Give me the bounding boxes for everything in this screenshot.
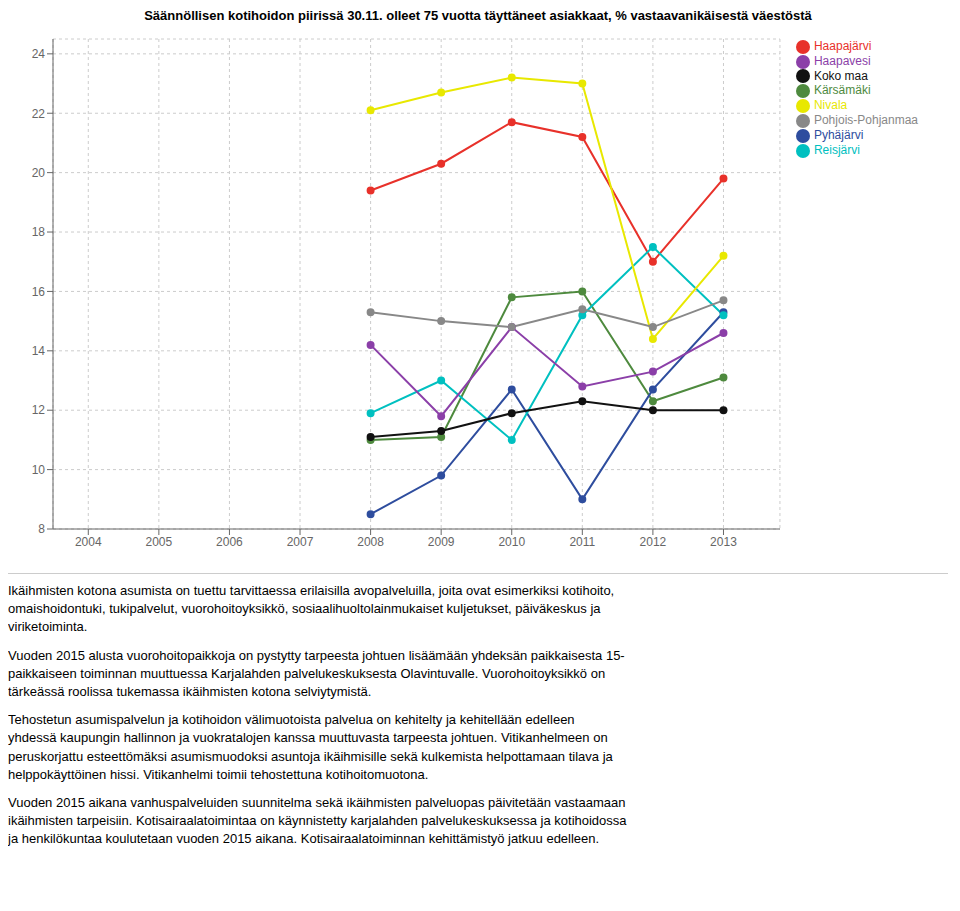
svg-text:2011: 2011 — [569, 535, 595, 549]
svg-text:20: 20 — [32, 166, 46, 180]
html-text:Kärsämäki: Kärsämäki — [813, 83, 871, 98]
svg-text:2009: 2009 — [428, 535, 455, 549]
html-text:Säännöllisen kotihoidon piiris: Säännöllisen kotihoidon piirissä 30.11. … — [144, 8, 812, 23]
svg-text:2004: 2004 — [75, 535, 102, 549]
svg-text:2012: 2012 — [640, 535, 667, 549]
html-text:Koko maa: Koko maa — [813, 68, 868, 83]
svg-text:10: 10 — [32, 463, 46, 477]
html-text:Vuoden 2015 alusta vuorohoitop: Vuoden 2015 alusta vuorohoitopaikkoja on… — [8, 647, 625, 699]
svg-text:2013: 2013 — [710, 535, 737, 549]
html-text:Tehostetun asumispalvelun ja k: Tehostetun asumispalvelun ja kotihoidon … — [8, 712, 613, 782]
html-text:Reisjärvi: Reisjärvi — [813, 142, 860, 157]
svg-text:24: 24 — [32, 47, 46, 61]
svg-text:2010: 2010 — [498, 535, 525, 549]
svg-text:14: 14 — [32, 344, 46, 358]
html-text:Haapajärvi: Haapajärvi — [813, 39, 872, 53]
html-text:Nivala: Nivala — [813, 98, 848, 113]
svg-text:2007: 2007 — [287, 535, 314, 549]
html-text:Pyhäjärvi: Pyhäjärvi — [813, 128, 864, 142]
html-text:Haapavesi: Haapavesi — [813, 53, 871, 68]
svg-text:22: 22 — [32, 107, 46, 121]
svg-text:18: 18 — [32, 225, 46, 239]
svg-text:2005: 2005 — [146, 535, 173, 549]
html-text:Vuoden 2015 aikana vanhuspalve: Vuoden 2015 aikana vanhuspalveluiden suu… — [8, 794, 627, 847]
svg-text:2006: 2006 — [216, 535, 243, 549]
html-text:Ikäihmisten kotona asumista on: Ikäihmisten kotona asumista on tuettu ta… — [8, 583, 615, 635]
svg-text:8: 8 — [38, 522, 45, 536]
svg-text:2008: 2008 — [357, 535, 384, 549]
svg-text:16: 16 — [32, 285, 46, 299]
svg-text:12: 12 — [32, 403, 46, 417]
html-text:Pohjois-Pohjanmaa: Pohjois-Pohjanmaa — [813, 113, 918, 128]
